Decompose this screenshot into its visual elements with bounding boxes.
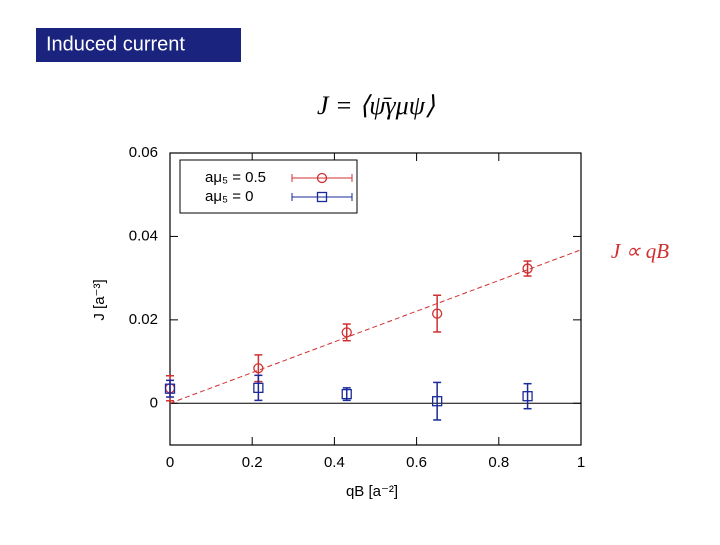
marker xyxy=(253,363,264,374)
marker xyxy=(522,263,533,274)
slide-title: Induced current xyxy=(46,33,185,55)
legend-label: aμ₅ = 0.5 xyxy=(205,169,266,186)
plot-frame xyxy=(169,152,582,446)
marker xyxy=(431,396,443,407)
marker xyxy=(316,172,328,184)
marker xyxy=(164,383,176,394)
y-axis-label: J [a⁻³] xyxy=(91,279,108,320)
y-tick-label: 0.06 xyxy=(129,144,158,161)
x-tick-label: 0.4 xyxy=(324,454,345,471)
marker xyxy=(341,388,352,400)
x-tick-label: 0.6 xyxy=(406,454,427,471)
marker xyxy=(316,191,328,203)
marker xyxy=(522,391,533,402)
marker xyxy=(341,327,352,338)
fit-line xyxy=(169,249,582,404)
marker xyxy=(431,308,443,319)
y-tick-label: 0 xyxy=(150,394,158,411)
formula: J = ⟨ψ̄γμψ⟩ xyxy=(317,91,435,120)
x-axis-label: qB [a⁻²] xyxy=(346,483,398,500)
legend-label: aμ₅ = 0 xyxy=(205,188,253,205)
legend-box xyxy=(179,159,358,214)
x-tick-label: 0.2 xyxy=(242,454,263,471)
title-box xyxy=(36,28,241,62)
x-tick-label: 0.8 xyxy=(488,454,509,471)
annotation: J ∝ qB xyxy=(611,239,669,263)
marker xyxy=(253,382,264,394)
x-tick-label: 1 xyxy=(577,454,585,471)
y-tick-label: 0.04 xyxy=(129,227,158,244)
x-tick-label: 0 xyxy=(166,454,174,471)
y-tick-label: 0.02 xyxy=(129,311,158,328)
